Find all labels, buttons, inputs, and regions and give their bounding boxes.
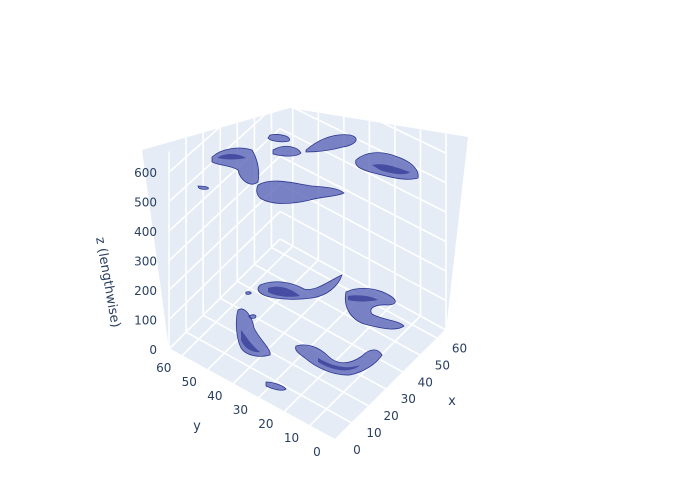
z-tick-label: 100 bbox=[134, 314, 157, 328]
isosurface-blob bbox=[249, 315, 256, 319]
x-tick-label: 10 bbox=[366, 426, 381, 440]
x-tick-label: 60 bbox=[452, 341, 467, 355]
y-tick-label: 50 bbox=[182, 375, 197, 389]
x-tick-label: 30 bbox=[401, 392, 416, 406]
y-tick-label: 30 bbox=[233, 403, 248, 417]
isosurface-blob bbox=[246, 292, 251, 295]
y-tick-label: 40 bbox=[207, 389, 222, 403]
z-tick-label: 400 bbox=[134, 225, 157, 239]
z-axis-title: z (lengthwise) bbox=[92, 236, 123, 329]
y-tick-label: 10 bbox=[284, 431, 299, 445]
z-tick-label: 300 bbox=[134, 255, 157, 269]
z-tick-label: 600 bbox=[134, 166, 157, 180]
z-tick-label: 500 bbox=[134, 196, 157, 210]
x-tick-label: 20 bbox=[384, 409, 399, 423]
y-tick-label: 20 bbox=[258, 417, 273, 431]
z-tick-label: 0 bbox=[149, 343, 157, 357]
y-axis-title: y bbox=[193, 419, 201, 434]
z-tick-label: 200 bbox=[134, 284, 157, 298]
x-tick-label: 40 bbox=[418, 375, 433, 389]
x-tick-label: 50 bbox=[435, 358, 450, 372]
y-tick-label: 60 bbox=[156, 361, 171, 375]
x-axis-title: x bbox=[448, 394, 456, 409]
y-tick-label: 0 bbox=[313, 445, 321, 459]
x-tick-label: 0 bbox=[353, 443, 361, 457]
